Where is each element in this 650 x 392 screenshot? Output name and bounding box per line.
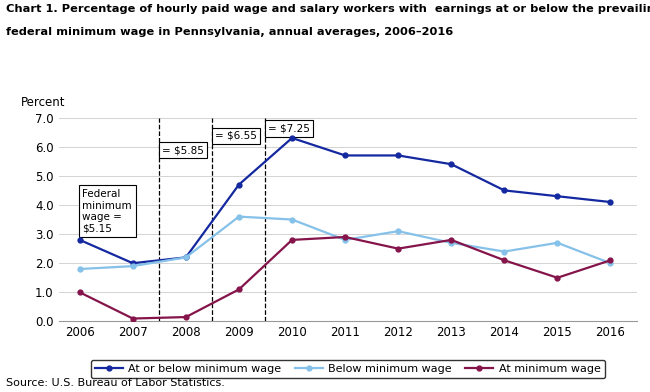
Text: = $5.85: = $5.85 [162,145,204,155]
Text: Chart 1. Percentage of hourly paid wage and salary workers with  earnings at or : Chart 1. Percentage of hourly paid wage … [6,4,650,14]
Text: Percent: Percent [21,96,66,109]
Text: = $6.55: = $6.55 [215,131,257,141]
Text: = $7.25: = $7.25 [268,123,310,133]
Text: federal minimum wage in Pennsylvania, annual averages, 2006–2016: federal minimum wage in Pennsylvania, an… [6,27,454,38]
Text: Source: U.S. Bureau of Labor Statistics.: Source: U.S. Bureau of Labor Statistics. [6,378,226,388]
Text: Federal
minimum
wage =
$5.15: Federal minimum wage = $5.15 [83,189,132,234]
Legend: At or below minimum wage, Below minimum wage, At minimum wage: At or below minimum wage, Below minimum … [90,359,605,379]
